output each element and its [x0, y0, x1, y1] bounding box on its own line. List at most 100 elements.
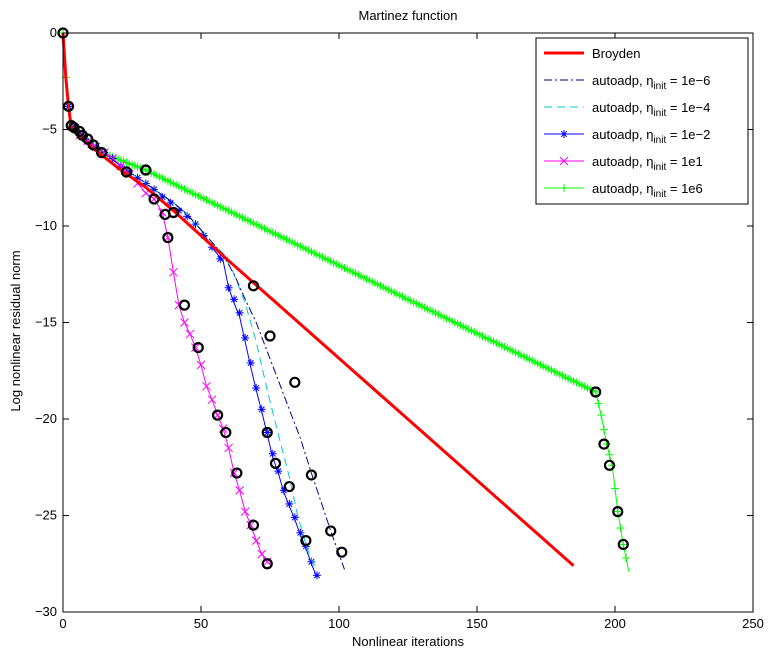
restart-circle	[87, 139, 99, 151]
axes: 0 50 100 150 200 250 0 −5 −10 −15 −20 −25 −30	[35, 25, 764, 631]
x-tick-label: 200	[604, 616, 626, 631]
series-marker	[251, 536, 261, 545]
y-tick-label: −25	[35, 508, 57, 523]
series-marker	[269, 450, 276, 457]
y-tick-label: 0	[50, 25, 57, 40]
series-marker	[133, 179, 142, 188]
restart-circle	[264, 330, 276, 342]
restart-circle	[305, 469, 317, 481]
restart-circle	[82, 133, 94, 145]
legend-item: Broyden	[544, 46, 640, 61]
series-marker	[229, 468, 239, 478]
series-marker	[313, 572, 321, 579]
series-marker	[246, 520, 256, 530]
x-axis-label: Nonlinear iterations	[352, 634, 465, 649]
restart-circle	[178, 299, 191, 311]
restart-circle	[247, 519, 260, 531]
x-tick-label: 100	[328, 616, 350, 631]
circles-2	[261, 426, 312, 547]
x-tick-label: 0	[59, 616, 66, 631]
legend-item: autoadp, ηinit = 1e−4	[544, 100, 710, 119]
restart-circle	[231, 467, 243, 479]
restart-circle	[289, 376, 301, 388]
series-marker	[167, 199, 174, 206]
legend-label: autoadp, ηinit = 1e1	[592, 154, 703, 173]
series-marker	[184, 213, 191, 220]
series-0	[61, 32, 575, 567]
series-line	[62, 32, 345, 570]
series-marker	[253, 384, 260, 392]
restart-circle	[325, 525, 337, 537]
series-marker	[224, 443, 233, 453]
series-marker	[202, 381, 211, 391]
y-tick-label: −15	[35, 315, 57, 330]
series-marker	[207, 395, 217, 405]
restart-circle	[598, 438, 610, 450]
y-tick-label: −5	[42, 122, 57, 137]
y-axis-label: Log nonlinear residual norm	[8, 250, 23, 411]
restart-circle	[283, 480, 295, 493]
series-marker	[217, 255, 224, 262]
restart-circle	[300, 534, 312, 547]
series-marker	[264, 429, 271, 436]
series-marker	[240, 507, 250, 516]
legend-label: autoadp, ηinit = 1e6	[592, 181, 703, 200]
series-marker	[291, 514, 298, 521]
legend-label: autoadp, ηinit = 1e−4	[592, 100, 710, 119]
series-line	[62, 32, 271, 565]
circles-1	[247, 280, 348, 558]
y-tick-label: −20	[35, 411, 57, 426]
restart-circle	[120, 166, 133, 178]
legend-item: autoadp, ηinit = 1e1	[544, 154, 703, 173]
series-marker	[196, 360, 206, 370]
series-line	[61, 32, 575, 567]
restart-circle	[140, 164, 152, 176]
restart-circle	[192, 341, 204, 354]
legend-label: autoadp, ηinit = 1e−6	[592, 73, 710, 92]
series-marker	[275, 467, 282, 475]
series-marker	[297, 529, 304, 537]
x-tick-label: 150	[466, 616, 488, 631]
y-tick-label: −30	[35, 604, 57, 619]
legend-item: autoadp, ηinit = 1e−2	[544, 127, 710, 146]
circles-4	[120, 164, 273, 570]
restart-circle	[220, 426, 232, 439]
restart-circle	[336, 546, 348, 558]
restart-circle	[148, 193, 160, 205]
restart-circle	[261, 558, 273, 570]
series-marker	[191, 343, 200, 352]
restart-circle	[261, 426, 273, 439]
restart-circle	[603, 459, 616, 471]
legend-item: autoadp, ηinit = 1e−6	[544, 73, 710, 92]
series-marker	[235, 486, 244, 495]
restart-circle	[211, 409, 224, 421]
restart-circle	[162, 231, 174, 244]
restart-circle	[590, 386, 602, 398]
legend: Broyden autoadp, ηinit = 1e−6 autoadp, ηin…	[535, 37, 749, 205]
x-tick-label: 50	[194, 616, 208, 631]
series-marker	[242, 334, 249, 342]
legend-label: autoadp, ηinit = 1e−2	[592, 127, 710, 146]
series-marker	[560, 130, 568, 138]
series-marker	[225, 284, 232, 291]
series-marker	[258, 406, 265, 413]
restart-circle	[247, 280, 260, 292]
legend-label: Broyden	[592, 46, 640, 61]
restart-circle	[269, 457, 282, 469]
series-marker	[230, 296, 238, 303]
series-marker	[180, 318, 189, 327]
restart-circle	[612, 506, 624, 518]
series-marker	[308, 558, 315, 565]
restart-circle	[167, 206, 179, 219]
plot-area	[57, 27, 631, 580]
series-marker	[257, 549, 267, 559]
series-marker	[169, 267, 178, 277]
series-2	[62, 32, 318, 570]
legend-box	[535, 37, 749, 205]
chart-title: Martinez function	[359, 8, 458, 23]
series-marker	[286, 500, 293, 508]
series-4	[62, 32, 272, 567]
series-marker	[236, 309, 243, 317]
restart-circle	[62, 100, 75, 112]
